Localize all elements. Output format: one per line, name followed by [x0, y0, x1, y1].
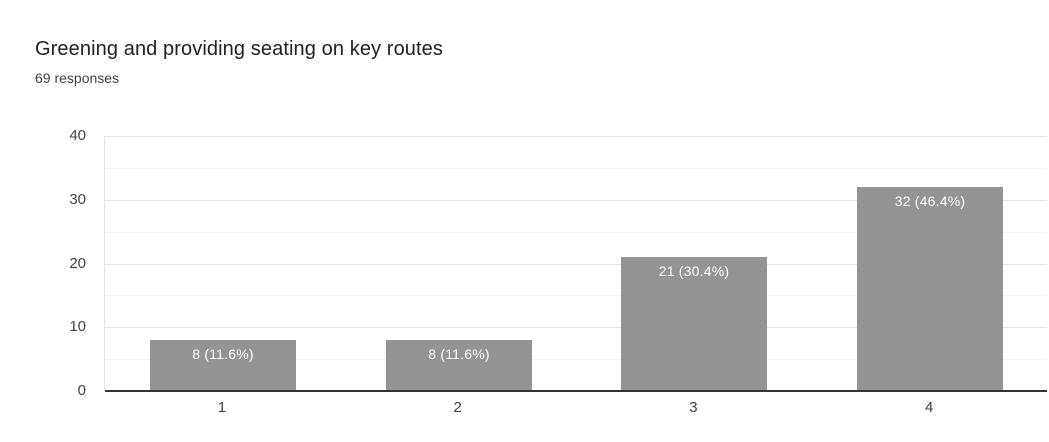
plot-area: 8 (11.6%) 8 (11.6%) 21 (30.4%) 32 (46.4%) [104, 136, 1047, 392]
minor-gridline [105, 295, 1047, 297]
x-tick-label: 4 [924, 399, 934, 416]
x-tick-label: 1 [217, 399, 227, 416]
x-axis-line [105, 390, 1047, 392]
bar-value-label: 21 (30.4%) [658, 263, 730, 280]
bar: 21 (30.4%) [621, 257, 767, 391]
y-tick-label: 0 [77, 382, 86, 399]
y-tick-label: 10 [69, 318, 86, 336]
chart-header: Greening and providing seating on key ro… [35, 36, 443, 86]
bar: 32 (46.4%) [857, 187, 1003, 391]
bar: 8 (11.6%) [386, 340, 532, 391]
minor-gridline [105, 167, 1047, 169]
minor-gridline [105, 359, 1047, 361]
bar-value-label: 8 (11.6%) [428, 346, 490, 362]
x-tick-label: 3 [689, 399, 698, 416]
chart-title: Greening and providing seating on key ro… [35, 38, 443, 60]
y-tick-label: 40 [69, 127, 86, 144]
response-count: 69 responses [35, 70, 120, 86]
minor-gridline [105, 231, 1047, 233]
major-gridline [105, 327, 1047, 329]
x-tick-label: 2 [453, 399, 462, 416]
major-gridline [105, 263, 1047, 265]
bar-value-label: 8 (11.6%) [192, 346, 254, 362]
major-gridline [105, 199, 1047, 201]
bar-value-label: 32 (46.4%) [894, 193, 966, 209]
y-tick-label: 20 [69, 254, 86, 272]
major-gridline [105, 136, 1047, 137]
bar: 8 (11.6%) [150, 340, 296, 391]
y-tick-label: 30 [69, 190, 86, 208]
